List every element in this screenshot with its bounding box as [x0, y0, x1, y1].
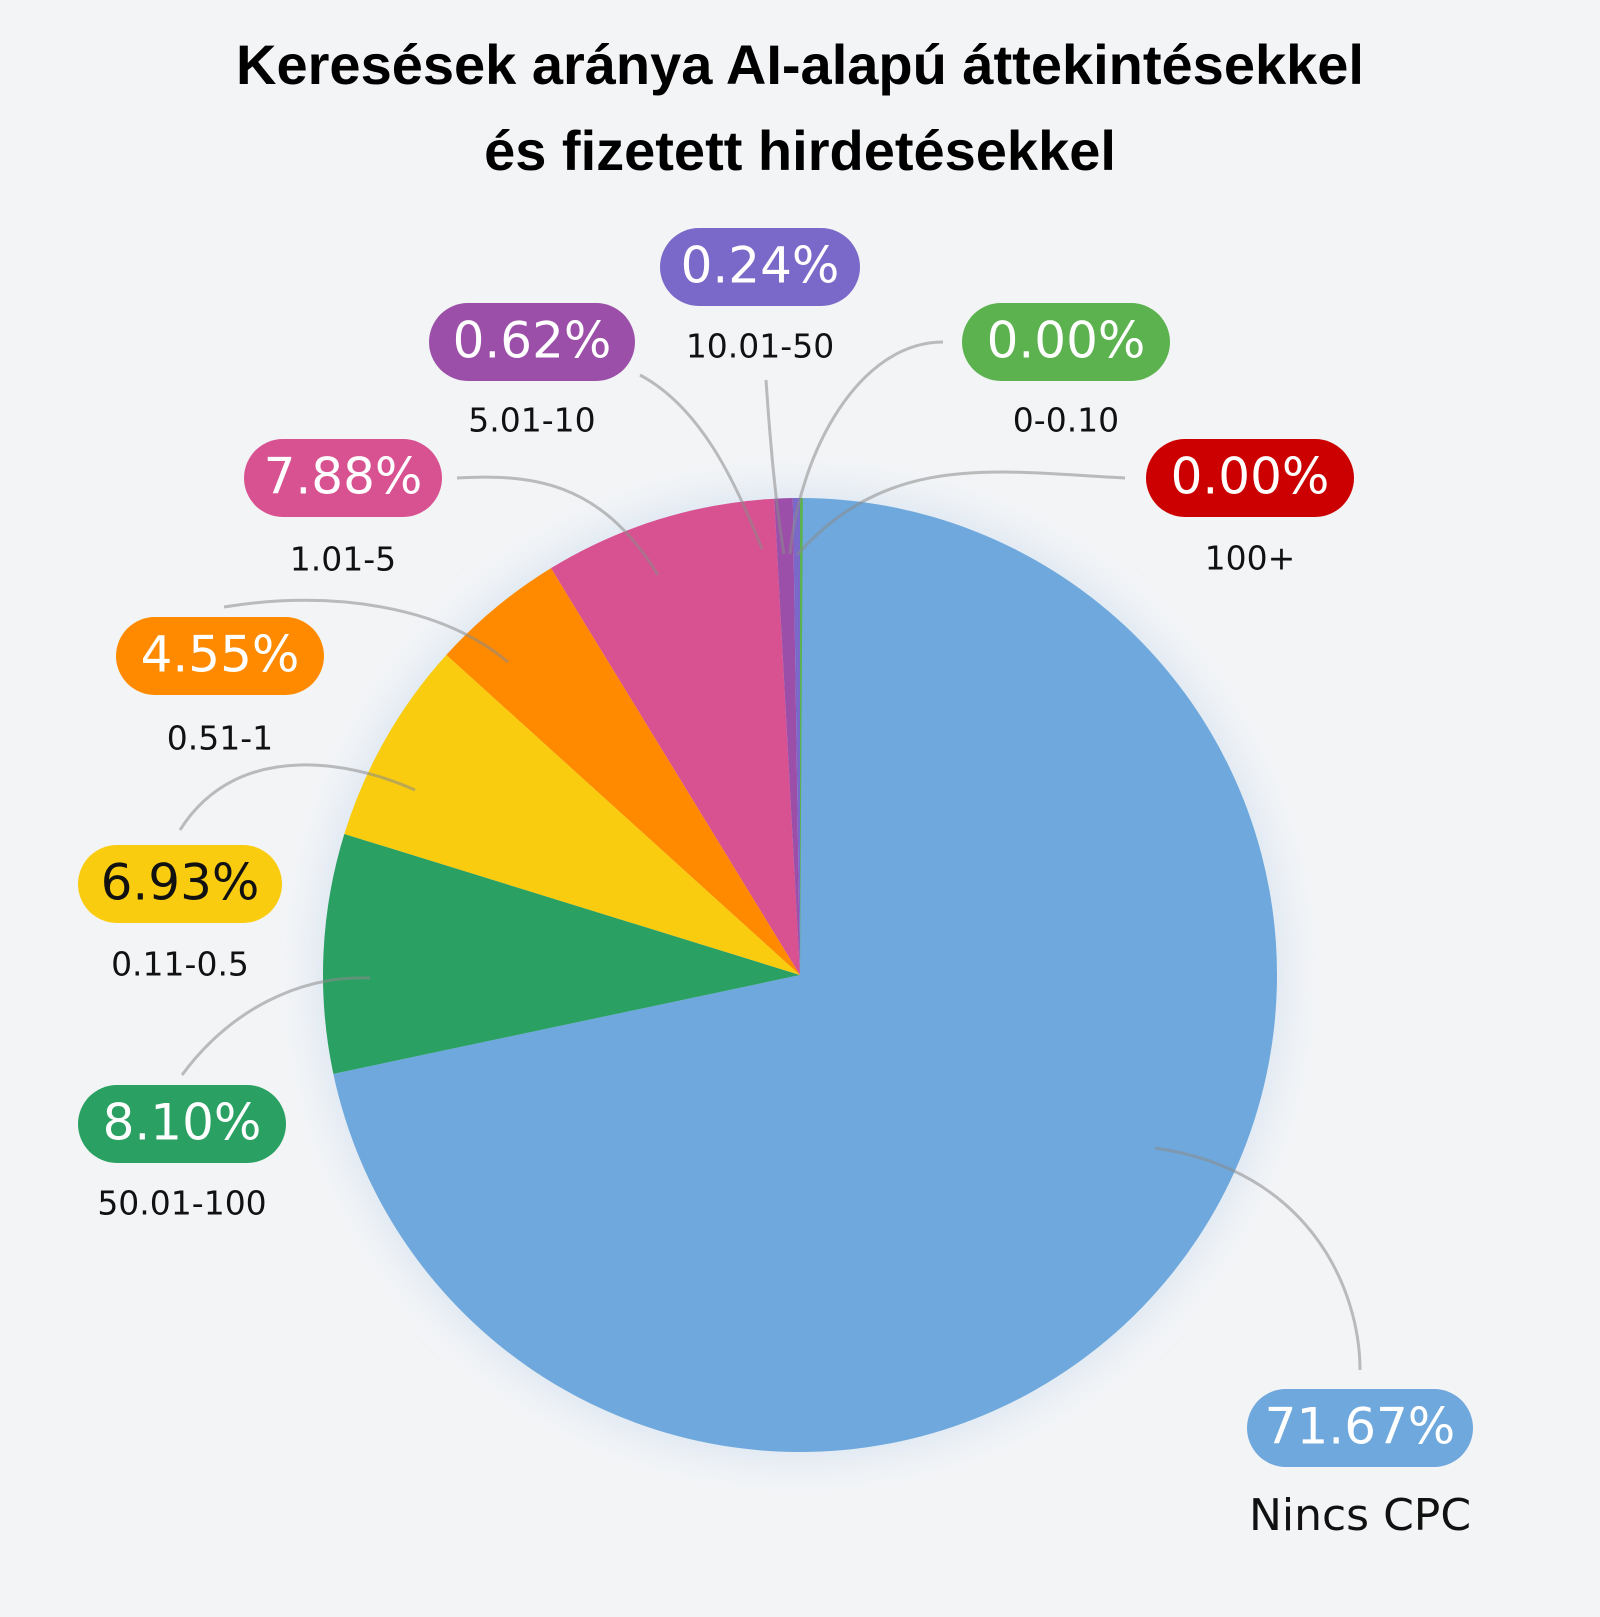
value-label-50-01-100: 8.10%	[103, 1094, 262, 1152]
chart-title-line-1: Keresések aránya AI-alapú áttekintésekke…	[236, 33, 1364, 96]
value-label-0-11-0-5: 6.93%	[101, 854, 260, 912]
pie-slice-10-01-50	[792, 497, 800, 975]
value-badge-nincs-cpc	[1247, 1389, 1473, 1467]
value-badge-0-11-0-5	[78, 845, 282, 923]
value-badge-100	[1146, 439, 1354, 517]
category-label-0-0-10: 0-0.10	[1013, 401, 1119, 440]
value-label-10-01-50: 0.24%	[681, 237, 840, 295]
slice-labels: 0.00% 100+ 71.67% Nincs CPC 8.10% 50.01-100 6.…	[78, 228, 1473, 1541]
pie-slices	[322, 497, 1278, 1452]
pie-slice-0-51-1	[446, 568, 800, 975]
chart-title-line-2: és fizetett hirdetésekkel	[484, 119, 1116, 182]
leader-line-50-01-100	[180, 976, 371, 1076]
leader-line-1-01-5	[456, 475, 660, 576]
leader-lines	[178, 340, 1362, 1371]
pie-slice-0-11-0-5	[344, 654, 800, 975]
leader-line-5-01-10	[639, 373, 764, 550]
leader-line-0-0-10	[788, 340, 944, 555]
pie-slice-50-01-100	[322, 833, 800, 1074]
value-label-nincs-cpc: 71.67%	[1265, 1398, 1456, 1456]
category-label-nincs-cpc: Nincs CPC	[1249, 1490, 1471, 1541]
leader-line-0-51-1	[223, 598, 509, 664]
chart-title: Keresések aránya AI-alapú áttekintésekke…	[0, 22, 1600, 194]
value-badge-50-01-100	[78, 1085, 286, 1163]
category-label-5-01-10: 5.01-10	[468, 401, 595, 440]
value-badge-10-01-50	[660, 228, 860, 306]
pie-slice-nincs-cpc	[333, 498, 1278, 1452]
leader-line-nincs-cpc	[1154, 1146, 1362, 1371]
pie-slice-0-0-10	[800, 498, 803, 975]
value-label-0-51-1: 4.55%	[141, 626, 300, 684]
leader-line-10-01-50	[764, 379, 786, 555]
value-label-100: 0.00%	[1171, 448, 1330, 506]
category-label-10-01-50: 10.01-50	[686, 327, 834, 366]
value-label-1-01-5: 7.88%	[264, 448, 423, 506]
category-label-50-01-100: 50.01-100	[97, 1184, 266, 1223]
value-badge-1-01-5	[244, 439, 442, 517]
value-badge-5-01-10	[429, 303, 635, 381]
value-label-0-0-10: 0.00%	[987, 312, 1146, 370]
category-label-0-51-1: 0.51-1	[167, 719, 273, 758]
category-label-1-01-5: 1.01-5	[290, 540, 396, 579]
pie-slice-1-01-5	[551, 498, 800, 975]
category-label-100: 100+	[1205, 539, 1296, 578]
value-badge-0-51-1	[116, 617, 324, 695]
value-label-5-01-10: 0.62%	[453, 312, 612, 370]
category-label-0-11-0-5: 0.11-0.5	[111, 945, 249, 984]
leader-line-0-11-0-5	[178, 763, 416, 831]
leader-line-100	[795, 470, 1126, 556]
pie-slice-5-01-10	[774, 498, 800, 975]
value-badge-0-0-10	[962, 303, 1170, 381]
